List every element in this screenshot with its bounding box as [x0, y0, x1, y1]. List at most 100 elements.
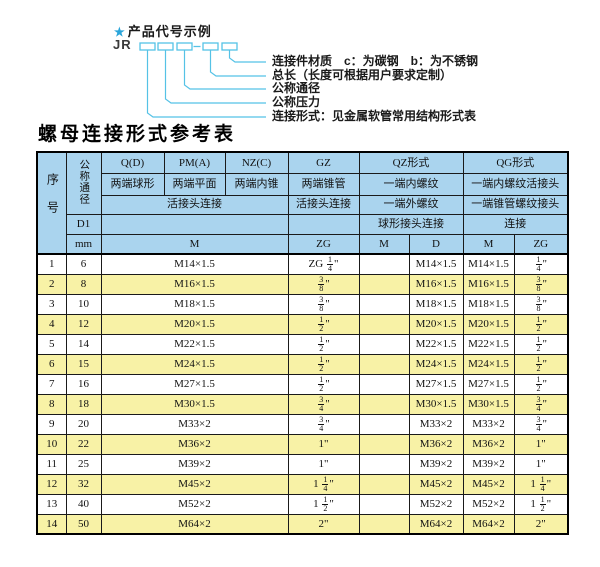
- cell-qg-zg: 1 4 ": [513, 253, 569, 275]
- header-unit-qz-d: D: [408, 233, 464, 255]
- cell-seq: 10: [36, 433, 67, 455]
- cell-qg-m: M22×1.5: [462, 333, 515, 355]
- cell-dn: 6: [65, 253, 102, 275]
- cell-dn: 15: [65, 353, 102, 375]
- cell-qz-d: M22×1.5: [408, 333, 464, 355]
- header-col-pm: PM(A): [163, 151, 226, 174]
- cell-qz-m: [358, 433, 410, 455]
- cell-dn: 25: [65, 453, 102, 475]
- header-pm-desc: 两端平面: [163, 172, 226, 196]
- cell-dn: 16: [65, 373, 102, 395]
- cell-m-thread: M27×1.5: [100, 373, 289, 395]
- cell-qg-m: M24×1.5: [462, 353, 515, 375]
- header-unit-qz-m: M: [358, 233, 410, 255]
- header-nz-desc: 两端内锥: [224, 172, 289, 196]
- header-gz-desc: 两端锥管: [287, 172, 360, 196]
- header-unit-m: M: [100, 233, 289, 255]
- product-code-heading-text: 产品代号示例: [127, 24, 212, 39]
- cell-seq: 2: [36, 273, 67, 295]
- cell-gz-size: 3 8 ": [287, 293, 360, 315]
- cell-dn: 8: [65, 273, 102, 295]
- table-title: 螺母连接形式参考表: [38, 124, 237, 145]
- product-code-heading: ★ 产品代号示例: [114, 21, 212, 40]
- cell-dn: 12: [65, 313, 102, 335]
- table-row: 5 14 M22×1.5 1 2 " M22×1.5 M22×1.5 1 2 ": [36, 333, 569, 355]
- cell-qz-m: [358, 313, 410, 335]
- cell-qg-m: M64×2: [462, 513, 515, 535]
- cell-gz-size: 1 2 ": [287, 313, 360, 335]
- cell-qz-d: M52×2: [408, 493, 464, 515]
- table-row: 3 10 M18×1.5 3 8 " M18×1.5 M18×1.5 3 8 ": [36, 293, 569, 315]
- cell-qg-zg: 1 2 ": [513, 353, 569, 375]
- header-left-conn: 活接头连接: [100, 194, 289, 215]
- cell-qg-zg: 1 2 ": [513, 313, 569, 335]
- cell-qz-m: [358, 393, 410, 415]
- header-unit-zg: ZG: [287, 233, 360, 255]
- header-empty-gz: [287, 213, 360, 235]
- cell-gz-size: 3 4 ": [287, 413, 360, 435]
- cell-m-thread: M30×1.5: [100, 393, 289, 415]
- cell-m-thread: M39×2: [100, 453, 289, 475]
- cell-qg-m: M27×1.5: [462, 373, 515, 395]
- cell-dn: 18: [65, 393, 102, 415]
- cell-seq: 4: [36, 313, 67, 335]
- header-seq-text: 序号: [45, 173, 60, 230]
- cell-qz-m: [358, 353, 410, 375]
- code-boxes: [139, 42, 238, 51]
- header-qz-desc2: 一端外螺纹: [358, 194, 464, 215]
- cell-m-thread: M36×2: [100, 433, 289, 455]
- header-col-qg: QG形式: [462, 151, 569, 174]
- cell-qz-d: M24×1.5: [408, 353, 464, 375]
- cell-qg-m: M45×2: [462, 473, 515, 495]
- cell-seq: 12: [36, 473, 67, 495]
- header-qz-desc1: 一端内螺纹: [358, 172, 464, 196]
- cell-seq: 9: [36, 413, 67, 435]
- cell-gz-size: 1 1 2 ": [287, 493, 360, 515]
- cell-qz-m: [358, 453, 410, 475]
- cell-qz-m: [358, 333, 410, 355]
- cell-m-thread: M52×2: [100, 493, 289, 515]
- cell-qg-m: M52×2: [462, 493, 515, 515]
- cell-qg-m: M18×1.5: [462, 293, 515, 315]
- cell-qg-zg: 2": [513, 513, 569, 535]
- cell-qz-d: M27×1.5: [408, 373, 464, 395]
- cell-qg-m: M14×1.5: [462, 253, 515, 275]
- cell-seq: 1: [36, 253, 67, 275]
- cell-qg-zg: 1 1 2 ": [513, 493, 569, 515]
- cell-qg-m: M16×1.5: [462, 273, 515, 295]
- table-row: 2 8 M16×1.5 3 8 " M16×1.5 M16×1.5 3 8 ": [36, 273, 569, 295]
- cell-dn: 22: [65, 433, 102, 455]
- callout-label-length: 总长（长度可根据用户要求定制）: [272, 68, 453, 82]
- leader-lines: [146, 50, 266, 118]
- cell-dn: 32: [65, 473, 102, 495]
- cell-qg-zg: 3 8 ": [513, 293, 569, 315]
- header-empty-left: [100, 213, 289, 235]
- star-icon: ★: [114, 25, 126, 39]
- header-unit-qg-zg: ZG: [513, 233, 569, 255]
- cell-dn: 40: [65, 493, 102, 515]
- header-qg-conn: 连接: [462, 213, 569, 235]
- cell-qz-m: [358, 473, 410, 495]
- cell-qg-zg: 1": [513, 433, 569, 455]
- cell-m-thread: M33×2: [100, 413, 289, 435]
- cell-qz-d: M16×1.5: [408, 273, 464, 295]
- table-row: 11 25 M39×2 1" M39×2 M39×2 1": [36, 453, 569, 475]
- cell-seq: 13: [36, 493, 67, 515]
- cell-qz-d: M33×2: [408, 413, 464, 435]
- cell-qz-m: [358, 493, 410, 515]
- cell-qg-m: M33×2: [462, 413, 515, 435]
- table-row: 8 18 M30×1.5 3 4 " M30×1.5 M30×1.5 3 4 ": [36, 393, 569, 415]
- cell-dn: 14: [65, 333, 102, 355]
- cell-qz-m: [358, 373, 410, 395]
- cell-qz-d: M30×1.5: [408, 393, 464, 415]
- cell-seq: 5: [36, 333, 67, 355]
- table-row: 9 20 M33×2 3 4 " M33×2 M33×2 3 4 ": [36, 413, 569, 435]
- header-col-gz: GZ: [287, 151, 360, 174]
- cell-qg-zg: 3 8 ": [513, 273, 569, 295]
- cell-qz-d: M20×1.5: [408, 313, 464, 335]
- cell-seq: 6: [36, 353, 67, 375]
- cell-seq: 7: [36, 373, 67, 395]
- cell-qz-d: M39×2: [408, 453, 464, 475]
- cell-gz-size: 1": [287, 433, 360, 455]
- header-dn: 公称通径: [65, 151, 102, 215]
